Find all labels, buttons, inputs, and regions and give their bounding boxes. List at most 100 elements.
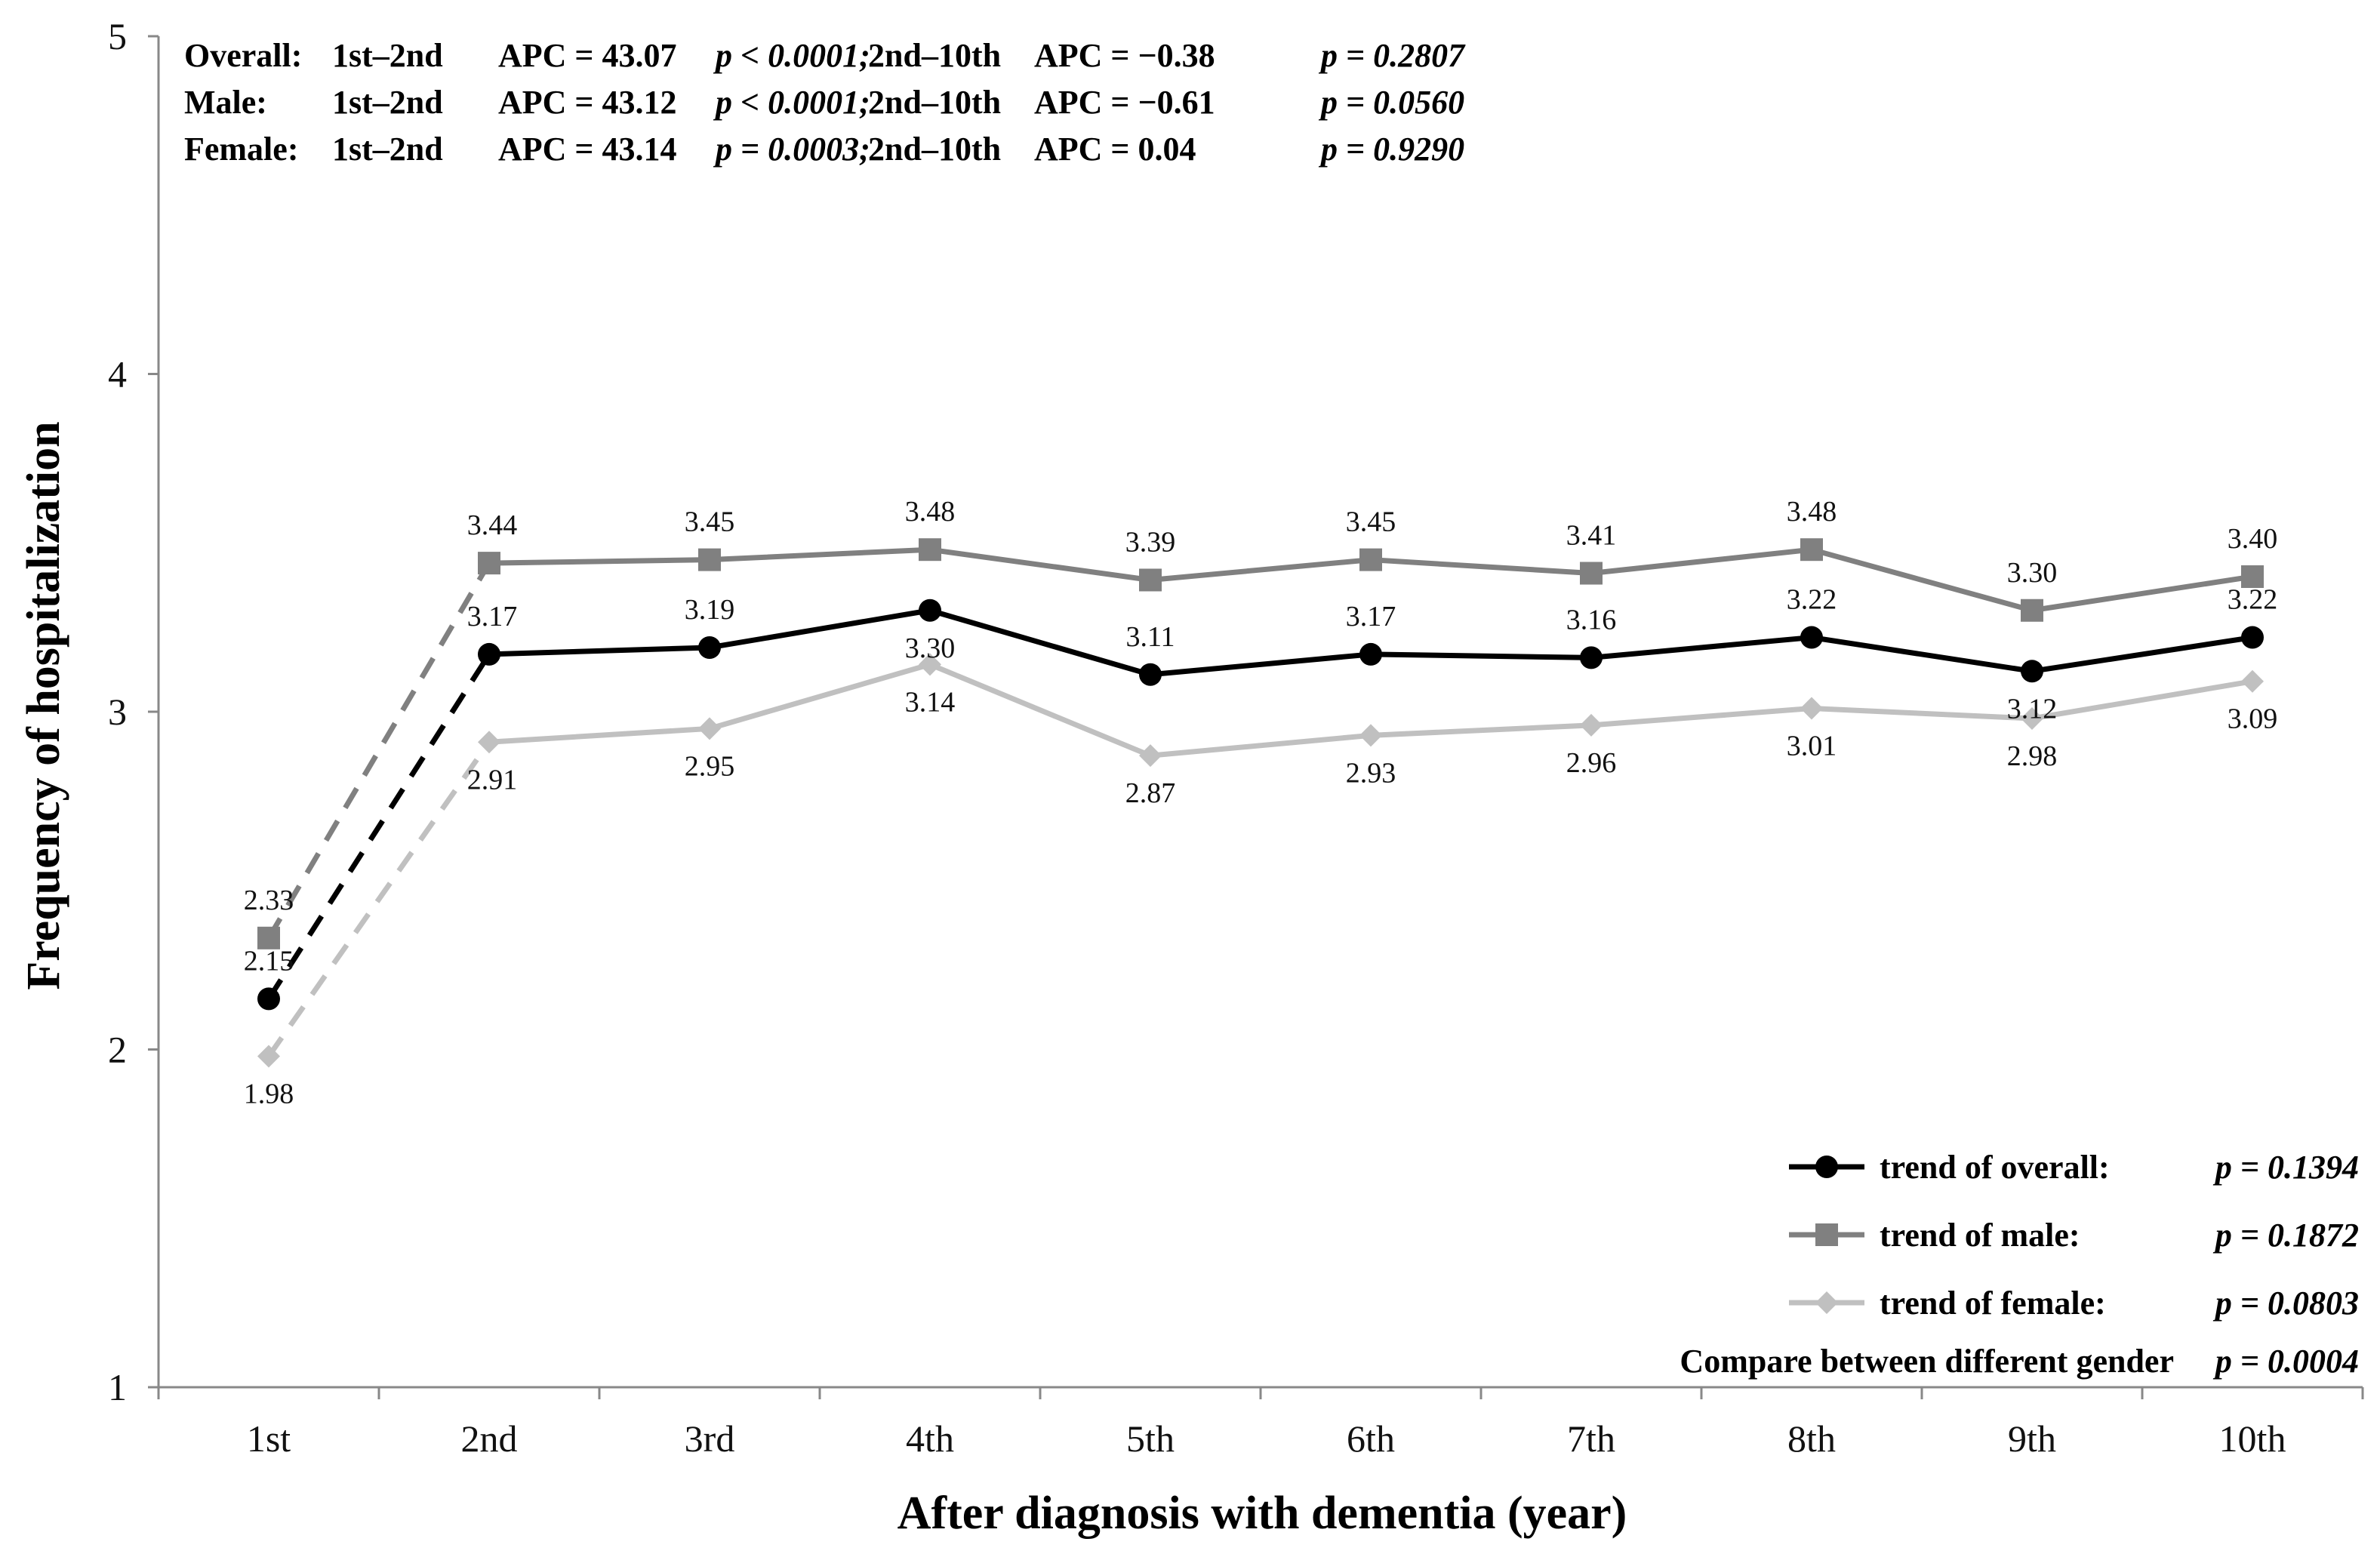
- overall-legend-p-value: p = 0.1394: [2212, 1149, 2359, 1186]
- annotation-apc: APC = 0.04: [1034, 131, 1196, 168]
- overall-data-label: 3.30: [905, 632, 956, 664]
- female-data-point: [1359, 724, 1382, 747]
- male-data-point: [1800, 538, 1823, 562]
- male-data-point: [2021, 599, 2043, 622]
- overall-data-point: [1580, 646, 1603, 669]
- female-data-point: [698, 717, 721, 740]
- annotation-segment: 1st–2nd: [332, 84, 443, 121]
- x-tick-label: 3rd: [685, 1417, 735, 1460]
- male-series-dashed-segment: [266, 562, 492, 940]
- female-data-label: 3.01: [1787, 731, 1837, 762]
- male-data-point: [257, 926, 280, 949]
- male-data-label: 3.48: [1787, 496, 1837, 528]
- apc-annotations: Overall: 1st–2nd APC = 43.07 p < 0.0001;2nd…: [184, 37, 1466, 168]
- female-data-label: 3.09: [2228, 703, 2278, 735]
- female-data-label: 2.95: [685, 750, 735, 782]
- female-data-point: [1800, 697, 1823, 720]
- overall-data-point: [478, 642, 500, 666]
- overall-data-point: [1800, 626, 1823, 649]
- overall-data-label: 3.17: [467, 601, 518, 632]
- y-axis-title: Frequency of hospitalization: [18, 421, 69, 989]
- male-data-label: 3.30: [2007, 557, 2058, 589]
- x-tick-label: 5th: [1126, 1417, 1175, 1460]
- female-data-point: [2021, 706, 2043, 730]
- annotation-group-label: Female:: [184, 131, 298, 168]
- male-data-point: [919, 538, 941, 562]
- axes: 1 2 3 4 5 1st 2nd 3rd 4th 5th 6th 7th 8th 9th 10th: [108, 15, 2364, 1460]
- overall-data-label: 3.22: [2228, 584, 2278, 616]
- annotation-p-value: p = 0.2807: [1318, 37, 1466, 74]
- overall-legend-marker: [1815, 1156, 1838, 1178]
- annotation-group-label: Overall:: [184, 37, 302, 74]
- annotation-group-label: Male:: [184, 84, 267, 121]
- male-data-label: 3.40: [2228, 523, 2278, 555]
- annotation-apc: APC = 43.14: [498, 131, 677, 168]
- annotation-apc: APC = −0.38: [1034, 37, 1215, 74]
- female-data-label: 2.93: [1346, 757, 1396, 789]
- female-legend-p-value: p = 0.0803: [2212, 1285, 2359, 1322]
- overall-data-label: 3.22: [1787, 584, 1837, 616]
- annotation-p-value: p < 0.0001;: [713, 84, 870, 121]
- female-data-point: [1580, 713, 1603, 737]
- annotation-p-value: p < 0.0001;: [713, 37, 870, 74]
- annotation-segment: 2nd–10th: [868, 131, 1001, 168]
- female-legend-label: trend of female:: [1880, 1285, 2106, 1322]
- overall-data-point: [257, 987, 280, 1011]
- female-data-label: 2.87: [1125, 777, 1176, 809]
- x-tick-label: 9th: [2008, 1417, 2056, 1460]
- overall-data-point: [919, 599, 941, 622]
- male-data-point: [1359, 548, 1382, 571]
- male-data-label: 3.44: [467, 509, 518, 541]
- annotation-p-value: p = 0.9290: [1318, 131, 1464, 168]
- y-tick-label: 5: [108, 15, 127, 57]
- compare-note-p-value: p = 0.0004: [2212, 1343, 2359, 1380]
- series-markers: [257, 538, 2264, 1068]
- male-data-label: 2.33: [244, 885, 294, 916]
- series-lines: [266, 546, 2253, 1058]
- x-tick-label: 10th: [2219, 1417, 2286, 1460]
- x-tick-label: 8th: [1787, 1417, 1836, 1460]
- female-data-point: [2241, 669, 2264, 693]
- female-series-dashed-segment: [266, 740, 491, 1058]
- overall-data-point: [698, 635, 721, 659]
- female-data-label: 1.98: [244, 1078, 294, 1109]
- annotation-apc: APC = −0.61: [1034, 84, 1215, 121]
- male-data-point: [478, 552, 500, 575]
- overall-data-label: 3.11: [1125, 621, 1175, 653]
- female-data-label: 2.98: [2007, 740, 2058, 772]
- annotation-segment: 1st–2nd: [332, 37, 443, 74]
- female-data-label: 3.14: [905, 686, 956, 718]
- legend: trend of overall: p = 0.1394 trend of male…: [1680, 1149, 2359, 1380]
- y-tick-label: 1: [108, 1366, 127, 1408]
- annotation-p-value: p = 0.0003;: [713, 131, 870, 168]
- overall-legend-label: trend of overall:: [1880, 1149, 2110, 1186]
- y-tick-label: 4: [108, 353, 127, 395]
- x-tick-label: 7th: [1567, 1417, 1615, 1460]
- annotation-p-value: p = 0.0560: [1318, 84, 1464, 121]
- male-data-point: [698, 548, 721, 571]
- female-data-point: [478, 731, 500, 754]
- overall-data-label: 3.16: [1566, 604, 1617, 635]
- male-data-label: 3.45: [685, 506, 735, 538]
- overall-data-label: 3.19: [685, 594, 735, 626]
- annotation-apc: APC = 43.12: [498, 84, 677, 121]
- compare-note-label: Compare between different gender: [1680, 1343, 2174, 1380]
- overall-data-point: [1139, 663, 1162, 686]
- x-axis-title: After diagnosis with dementia (year): [898, 1488, 1627, 1539]
- male-data-point: [1139, 568, 1162, 592]
- male-data-point: [2241, 565, 2264, 588]
- annotation-segment: 2nd–10th: [868, 84, 1001, 121]
- overall-data-point: [2021, 660, 2043, 683]
- male-data-label: 3.45: [1346, 506, 1396, 538]
- overall-data-point: [1359, 642, 1382, 666]
- male-legend-label: trend of male:: [1880, 1217, 2080, 1254]
- female-legend-marker: [1815, 1291, 1838, 1314]
- annotation-apc: APC = 43.07: [498, 37, 677, 74]
- male-data-label: 3.41: [1566, 520, 1617, 552]
- overall-series-dashed-segment: [266, 653, 491, 1001]
- female-data-point: [919, 653, 941, 676]
- male-legend-marker: [1815, 1223, 1838, 1246]
- male-data-label: 3.48: [905, 496, 956, 528]
- overall-data-label: 3.17: [1346, 601, 1396, 632]
- female-data-point: [1139, 744, 1162, 768]
